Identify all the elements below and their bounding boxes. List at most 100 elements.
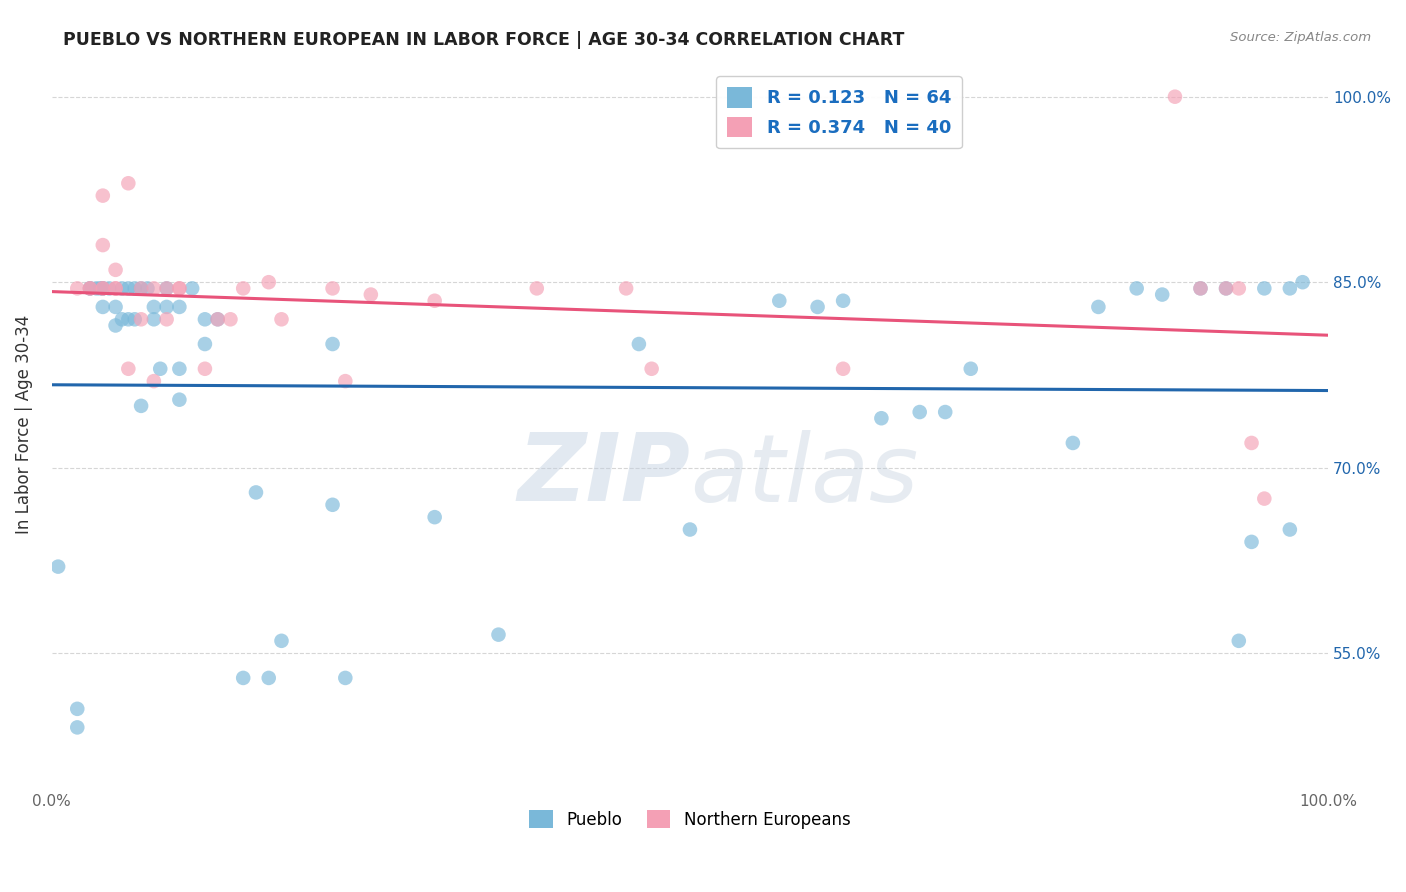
Point: [832, 361, 855, 376]
Point: [91, 238, 114, 252]
Point: [86, 281, 108, 295]
Point: [156, 312, 179, 326]
Point: [66, 702, 89, 716]
Point: [270, 633, 292, 648]
Point: [679, 523, 702, 537]
Point: [79, 281, 101, 295]
Point: [1291, 275, 1313, 289]
Point: [181, 281, 204, 295]
Point: [1240, 436, 1263, 450]
Point: [169, 392, 191, 407]
Point: [1062, 436, 1084, 450]
Point: [104, 262, 127, 277]
Point: [360, 287, 382, 301]
Point: [142, 312, 165, 326]
Point: [335, 671, 357, 685]
Point: [117, 176, 139, 190]
Legend: Pueblo, Northern Europeans: Pueblo, Northern Europeans: [523, 804, 858, 836]
Point: [194, 337, 217, 351]
Point: [423, 293, 446, 308]
Point: [124, 281, 146, 295]
Point: [245, 485, 267, 500]
Point: [488, 627, 510, 641]
Point: [1125, 281, 1147, 295]
Point: [169, 281, 191, 295]
Point: [1189, 281, 1212, 295]
Point: [1152, 287, 1174, 301]
Point: [207, 312, 229, 326]
Point: [129, 399, 152, 413]
Point: [117, 361, 139, 376]
Point: [117, 312, 139, 326]
Point: [1227, 281, 1250, 295]
Text: PUEBLO VS NORTHERN EUROPEAN IN LABOR FORCE | AGE 30-34 CORRELATION CHART: PUEBLO VS NORTHERN EUROPEAN IN LABOR FOR…: [63, 31, 904, 49]
Point: [908, 405, 931, 419]
Text: Source: ZipAtlas.com: Source: ZipAtlas.com: [1230, 31, 1371, 45]
Point: [627, 337, 650, 351]
Point: [257, 275, 280, 289]
Point: [129, 312, 152, 326]
Point: [104, 281, 127, 295]
Point: [111, 312, 134, 326]
Point: [1240, 535, 1263, 549]
Point: [257, 671, 280, 685]
Point: [46, 559, 69, 574]
Point: [156, 281, 179, 295]
Point: [1215, 281, 1237, 295]
Point: [129, 281, 152, 295]
Point: [91, 188, 114, 202]
Point: [194, 312, 217, 326]
Point: [219, 312, 242, 326]
Point: [870, 411, 893, 425]
Point: [423, 510, 446, 524]
Point: [640, 361, 662, 376]
Point: [614, 281, 637, 295]
Point: [806, 300, 828, 314]
Point: [768, 293, 790, 308]
Point: [79, 281, 101, 295]
Point: [322, 281, 344, 295]
Point: [194, 361, 217, 376]
Point: [335, 374, 357, 388]
Point: [232, 281, 254, 295]
Point: [91, 281, 114, 295]
Point: [169, 300, 191, 314]
Point: [232, 671, 254, 685]
Point: [270, 312, 292, 326]
Point: [142, 374, 165, 388]
Point: [142, 281, 165, 295]
Point: [111, 281, 134, 295]
Point: [1278, 523, 1301, 537]
Point: [169, 361, 191, 376]
Point: [207, 312, 229, 326]
Point: [104, 300, 127, 314]
Point: [526, 281, 548, 295]
Point: [91, 281, 114, 295]
Point: [959, 361, 981, 376]
Point: [142, 300, 165, 314]
Text: atlas: atlas: [690, 430, 918, 521]
Point: [91, 281, 114, 295]
Point: [136, 281, 159, 295]
Point: [1189, 281, 1212, 295]
Point: [104, 281, 127, 295]
Point: [1227, 633, 1250, 648]
Point: [1215, 281, 1237, 295]
Point: [832, 293, 855, 308]
Point: [1164, 89, 1187, 103]
Point: [79, 281, 101, 295]
Point: [98, 281, 121, 295]
Point: [1087, 300, 1109, 314]
Point: [322, 498, 344, 512]
Point: [169, 281, 191, 295]
Text: ZIP: ZIP: [517, 429, 690, 522]
Point: [1278, 281, 1301, 295]
Point: [129, 281, 152, 295]
Point: [322, 337, 344, 351]
Point: [66, 281, 89, 295]
Point: [117, 281, 139, 295]
Point: [91, 300, 114, 314]
Point: [104, 318, 127, 333]
Point: [89, 281, 111, 295]
Point: [79, 281, 101, 295]
